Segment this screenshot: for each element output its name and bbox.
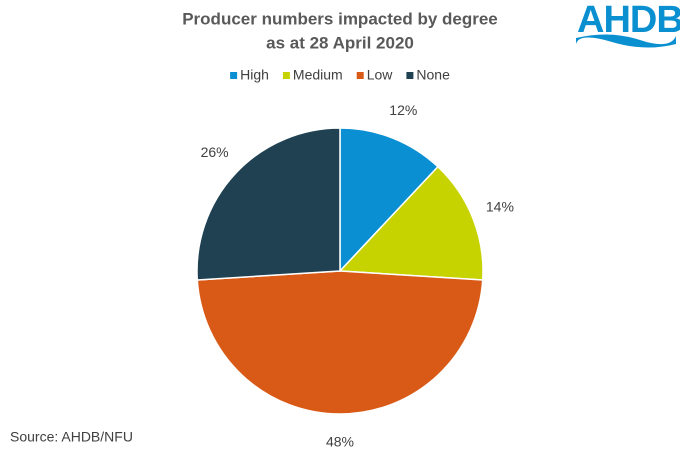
legend-marker [356, 72, 364, 79]
legend-label: None [416, 67, 450, 83]
pie-slice [196, 127, 341, 281]
legend-label: High [240, 67, 269, 83]
legend-marker [282, 72, 290, 79]
logo-wave [576, 34, 676, 48]
chart-title: Producer numbers impacted by degree [182, 9, 498, 28]
legend-marker [230, 72, 238, 79]
chart-title: as at 28 April 2020 [266, 33, 414, 52]
source: Source: AHDB/NFU [10, 429, 133, 445]
pie-slice [338, 165, 484, 281]
data-label: 26% [201, 144, 229, 160]
pie-slice [196, 270, 484, 415]
data-label: 14% [486, 198, 514, 214]
legend-label: Low [367, 67, 394, 83]
logo: AHDB [577, 0, 680, 41]
pie-slice [339, 127, 439, 273]
legend: High Medium Low None [230, 67, 450, 83]
data-label: 48% [326, 434, 354, 450]
legend-marker [406, 72, 414, 79]
legend-label: Medium [293, 67, 343, 83]
data-label: 12% [389, 102, 417, 118]
